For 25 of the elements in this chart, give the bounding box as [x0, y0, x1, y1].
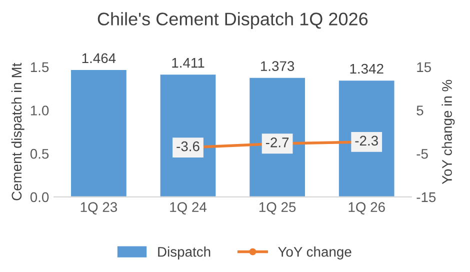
- y-tick-label: 1.0: [30, 106, 49, 116]
- y2-tick-label: -5: [416, 149, 428, 159]
- bar: [338, 80, 394, 197]
- data-label: 1.342: [350, 64, 384, 74]
- bar: [71, 70, 126, 197]
- data-label: 1.411: [172, 58, 204, 68]
- y2-axis-title: YoY change in %: [442, 80, 455, 184]
- bar: [160, 74, 216, 197]
- y-tick-label: 0.5: [30, 148, 49, 159]
- y-tick-label: 0.0: [30, 192, 49, 202]
- y2-tick-label: 15: [417, 62, 431, 72]
- legend-label: Dispatch: [158, 246, 210, 260]
- y-tick-label: 1.5: [30, 62, 49, 72]
- legend-label: YoY change: [278, 246, 352, 260]
- x-tick-label: 1Q 23: [80, 202, 118, 214]
- y2-tick-label: -15: [416, 192, 436, 202]
- x-tick-label: 1Q 24: [170, 202, 207, 214]
- data-label: 1.464: [82, 53, 116, 64]
- data-label: 1.373: [260, 61, 294, 72]
- x-tick-label: 1Q 26: [348, 202, 385, 214]
- y-axis-title: Cement dispatch in Mt: [11, 62, 24, 200]
- x-tick-label: 1Q 25: [259, 202, 296, 214]
- y2-tick-label: 5: [416, 106, 424, 116]
- chart-title: Chile's Cement Dispatch 1Q 2026: [98, 12, 368, 29]
- bar: [250, 78, 305, 197]
